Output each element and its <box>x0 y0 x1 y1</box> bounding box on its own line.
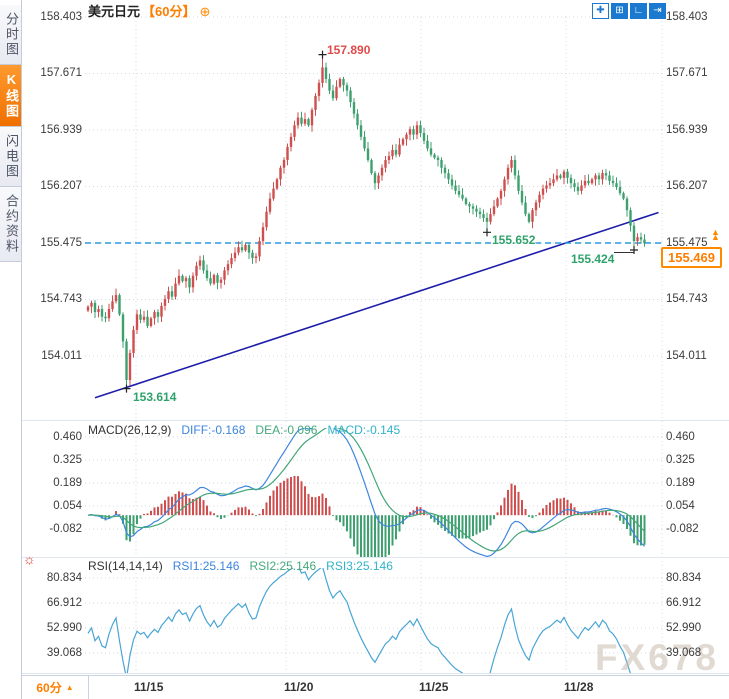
rsi-tick-label: 52.990 <box>46 622 82 634</box>
swing-low-annotation: 155.652 <box>492 233 536 247</box>
date-label: 11/15 <box>134 680 164 694</box>
low-price-annotation: 153.614 <box>133 390 177 404</box>
price-tick-label: 156.207 <box>666 180 708 193</box>
rsi-tick-label: 66.912 <box>666 597 702 609</box>
symbol-name: 美元日元 <box>88 4 141 19</box>
interval-value: 60分 <box>36 681 62 695</box>
macd-tick-label: 0.325 <box>53 453 82 466</box>
chart-title: 美元日元 【60分】 ⊕ <box>88 1 210 20</box>
axis-grid-icon[interactable]: ⊞ <box>611 3 628 19</box>
indicator-value-label: MACD:-0.145 <box>327 423 401 437</box>
indicator-alert-icon: ☼ <box>23 551 36 567</box>
macd-tick-label: 0.325 <box>666 453 695 466</box>
indicator-value-label: DIFF:-0.168 <box>181 423 246 437</box>
indicator-value-label: RSI2:25.146 <box>249 559 317 573</box>
macd-dea-line <box>87 428 645 552</box>
date-label: 11/28 <box>564 680 594 694</box>
price-tick-label: 154.011 <box>41 349 82 362</box>
rsi-tick-label: 52.990 <box>666 622 702 634</box>
indicator-value-label: DEA:-0.096 <box>255 423 318 437</box>
date-label: 11/25 <box>419 680 449 694</box>
rsi-tick-label: 66.912 <box>46 597 82 609</box>
goto-latest-icon[interactable]: ⇥ <box>649 3 666 19</box>
time-axis-bar: 60分 ▲ 11/15 11/20 11/25 11/28 <box>22 675 729 699</box>
chart-toolbar: ✚ ⊞ ∟ ⇥ <box>592 3 666 19</box>
date-label: 11/20 <box>284 680 314 694</box>
add-indicator-icon[interactable]: ⊕ <box>199 4 211 19</box>
right-price-axis: 158.403 157.671 156.939 156.207 155.475 154.7… <box>666 0 728 699</box>
indicator-value-label: RSI1:25.146 <box>172 559 240 573</box>
candlestick-series <box>86 56 646 387</box>
macd-tick-label: 0.189 <box>666 477 695 489</box>
rsi-tick-label: 39.068 <box>666 646 702 659</box>
price-tick-label: 156.939 <box>40 123 82 136</box>
price-tick-label: 157.671 <box>40 67 82 80</box>
rsi-header: RSI(14,14,14) RSI1:25.146 RSI2:25.146 RSI3:… <box>88 559 393 573</box>
price-tick-label: 154.011 <box>666 349 707 362</box>
macd-tick-label: -0.082 <box>49 523 82 536</box>
price-tick-label: 158.403 <box>40 11 82 23</box>
macd-title: MACD(26,12,9) <box>88 423 172 437</box>
extreme-markers <box>122 50 638 393</box>
sidebar-tab-contract-info[interactable]: 合约资料 <box>0 187 21 262</box>
interval-selector[interactable]: 60分 ▲ <box>22 676 89 699</box>
rsi-tick-label: 80.834 <box>46 572 82 584</box>
macd-panel <box>87 428 646 557</box>
macd-tick-label: 0.460 <box>666 430 695 443</box>
price-tick-label: 154.743 <box>40 293 82 306</box>
price-up-arrows-icon: ▲▲ <box>711 227 720 242</box>
pan-crosshair-icon[interactable]: ✚ <box>592 3 609 19</box>
price-tick-label: 157.671 <box>666 67 708 80</box>
current-price-tag: 155.469 <box>661 247 722 268</box>
high-price-annotation: 157.890 <box>327 43 371 57</box>
price-tick-label: 156.207 <box>40 180 82 193</box>
price-tick-label: 156.939 <box>666 123 708 136</box>
indicator-value-label: RSI3:25.146 <box>326 559 393 573</box>
macd-tick-label: 0.054 <box>53 500 82 512</box>
macd-header: MACD(26,12,9) DIFF:-0.168 DEA:-0.096 MACD:-… <box>88 423 400 437</box>
sidebar-tab-lightning-chart[interactable]: 闪电图 <box>0 127 21 187</box>
sidebar-tab-kline-chart[interactable]: K线图 <box>0 65 21 127</box>
macd-diff-line <box>87 428 645 557</box>
rsi-tick-label: 39.068 <box>46 646 82 659</box>
macd-tick-label: 0.189 <box>53 477 82 489</box>
interval-label: 【60分】 <box>142 4 196 19</box>
price-tick-label: 155.475 <box>40 236 82 249</box>
interval-up-arrow-icon: ▲ <box>65 683 74 692</box>
price-tick-label: 154.743 <box>666 293 708 306</box>
macd-tick-label: -0.082 <box>666 523 699 536</box>
macd-tick-label: 0.460 <box>53 430 82 443</box>
sidebar-tab-time-chart[interactable]: 分时图 <box>0 5 21 65</box>
macd-tick-label: 0.054 <box>666 500 695 512</box>
axis-zoom-icon[interactable]: ∟ <box>630 3 647 19</box>
rsi-title: RSI(14,14,14) <box>88 559 163 573</box>
sidebar: 分时图 K线图 闪电图 合约资料 <box>0 0 22 699</box>
rsi-panel <box>87 568 631 673</box>
rsi-line <box>87 568 631 673</box>
last-low-annotation: 155.424 <box>571 252 615 266</box>
price-tick-label: 158.403 <box>666 11 708 23</box>
gridlines <box>22 16 729 674</box>
left-price-axis: 158.403 157.671 156.939 156.207 155.475 154.7… <box>26 0 82 699</box>
price-tick-label: 155.475 <box>666 236 708 249</box>
trend-line[interactable] <box>94 211 659 399</box>
rsi-tick-label: 80.834 <box>666 572 702 584</box>
